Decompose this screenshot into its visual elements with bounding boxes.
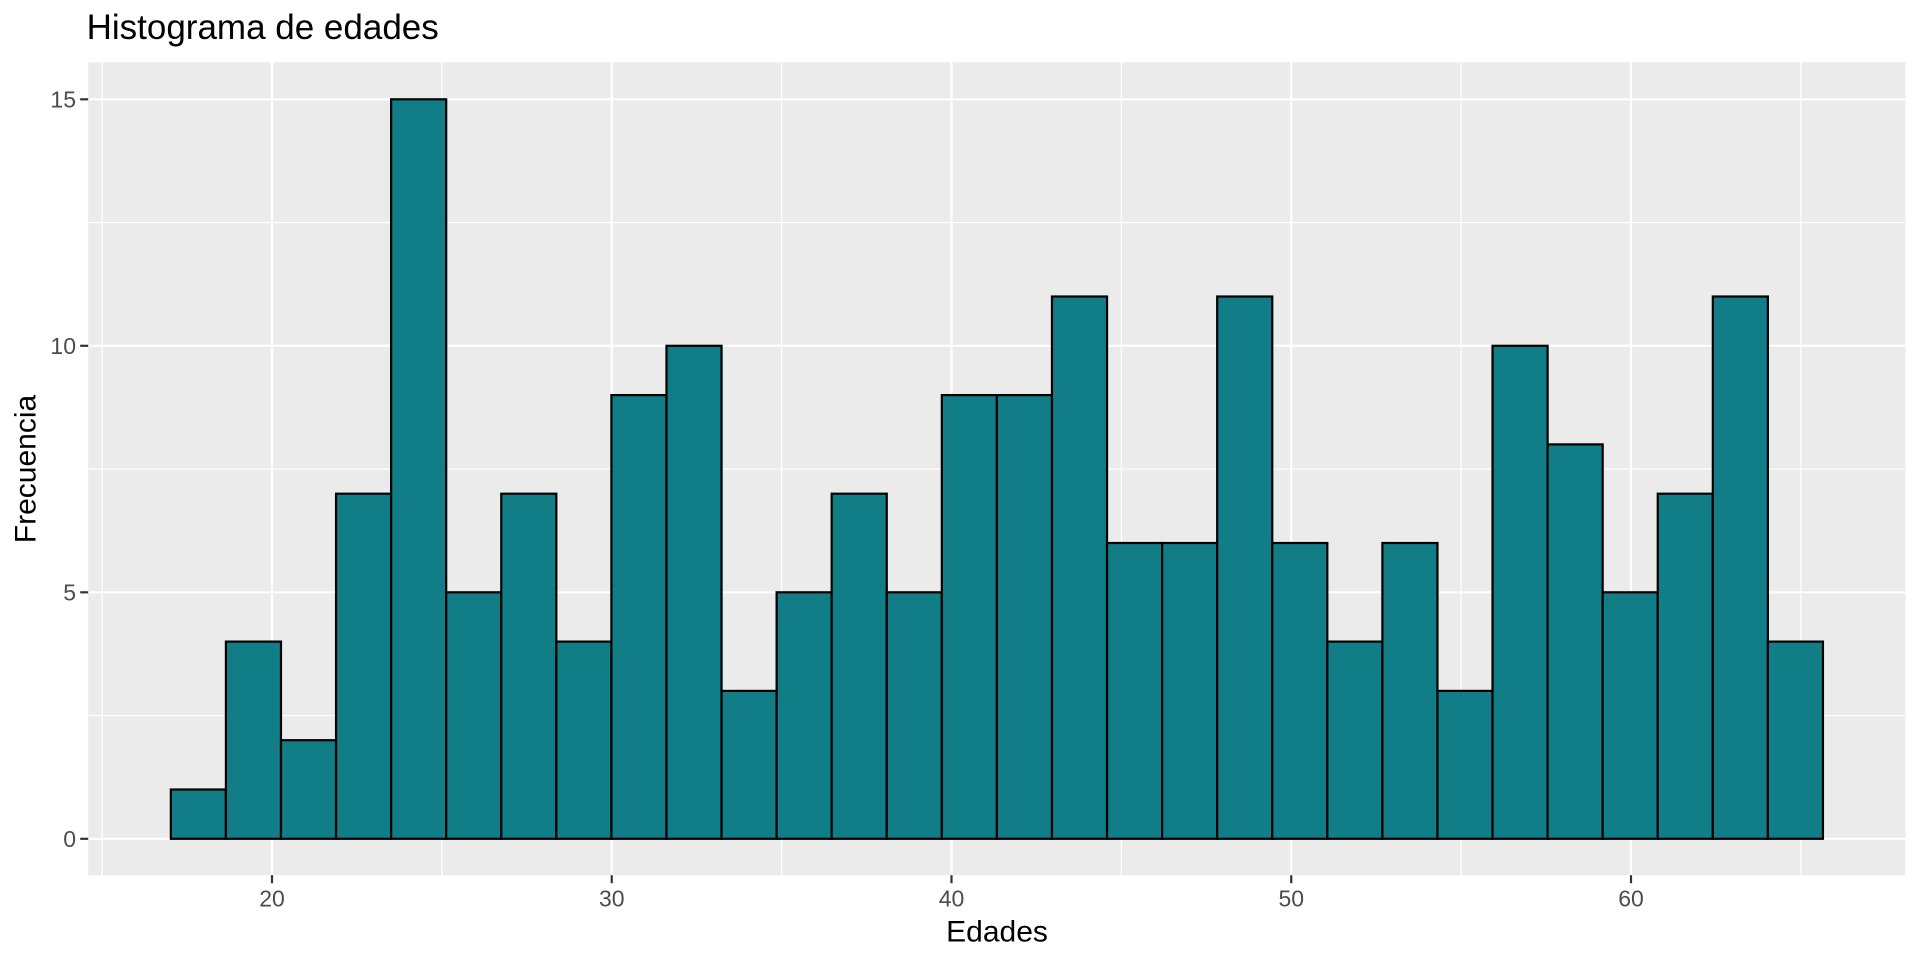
svg-text:0: 0 bbox=[63, 826, 76, 852]
svg-text:60: 60 bbox=[1618, 886, 1644, 912]
svg-text:40: 40 bbox=[939, 886, 965, 912]
svg-text:15: 15 bbox=[50, 86, 76, 112]
svg-text:Edades: Edades bbox=[946, 915, 1048, 948]
svg-text:5: 5 bbox=[63, 579, 76, 605]
svg-text:Frecuencia: Frecuencia bbox=[10, 394, 43, 543]
svg-text:10: 10 bbox=[50, 333, 76, 359]
svg-text:20: 20 bbox=[259, 886, 285, 912]
svg-text:50: 50 bbox=[1278, 886, 1304, 912]
svg-text:30: 30 bbox=[599, 886, 625, 912]
svg-text:Histograma de edades: Histograma de edades bbox=[87, 8, 439, 47]
